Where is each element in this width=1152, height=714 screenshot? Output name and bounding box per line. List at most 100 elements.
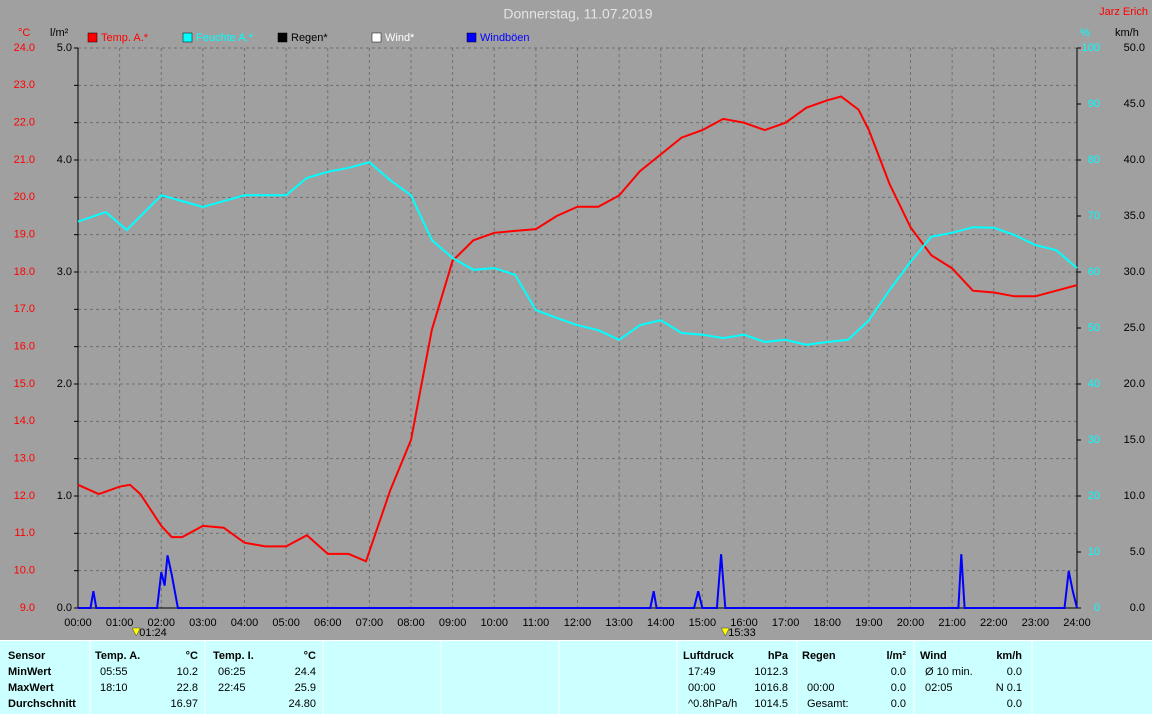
y-tick-label: 14.0 xyxy=(14,415,35,427)
table-header: Wind xyxy=(920,650,947,662)
legend-label: Feuchte A.* xyxy=(196,32,254,44)
x-tick-label: 16:00 xyxy=(730,617,758,629)
unit-rain: l/m² xyxy=(50,27,69,39)
annotation-label: 15:33 xyxy=(728,627,756,639)
x-tick-label: 23:00 xyxy=(1022,617,1050,629)
table-cell: 02:05 xyxy=(925,682,953,694)
y-tick-label: 20 xyxy=(1088,490,1100,502)
table-cell: 00:00 xyxy=(807,682,835,694)
x-tick-label: 11:00 xyxy=(523,617,550,629)
y-tick-label: 15.0 xyxy=(1124,434,1145,446)
table-cell: 18:10 xyxy=(100,682,128,694)
y-tick-label: 30.0 xyxy=(1124,266,1145,278)
table-cell: 1016.8 xyxy=(754,682,788,694)
table-cell: 0.0 xyxy=(891,682,906,694)
x-tick-label: 06:00 xyxy=(314,617,342,629)
legend-swatch xyxy=(466,32,477,43)
y-tick-label: 10 xyxy=(1088,546,1100,558)
annotation-marker xyxy=(720,627,730,637)
y-tick-label: 2.0 xyxy=(57,378,72,390)
y-tick-label: 50.0 xyxy=(1124,42,1145,54)
y-tick-label: 20.0 xyxy=(14,191,35,203)
y-tick-label: 90 xyxy=(1088,98,1100,110)
table-cell: 24.80 xyxy=(288,698,316,710)
table-header: l/m² xyxy=(886,650,906,662)
table-cell: Ø 10 min. xyxy=(925,666,973,678)
y-tick-label: 15.0 xyxy=(14,378,35,390)
y-tick-label: 5.0 xyxy=(1130,546,1145,558)
y-tick-label: 35.0 xyxy=(1124,210,1145,222)
row-label: Durchschnitt xyxy=(8,698,76,710)
y-tick-label: 9.0 xyxy=(20,602,35,614)
x-tick-label: 17:00 xyxy=(772,617,800,629)
table-cell: 17:49 xyxy=(688,666,716,678)
y-tick-label: 21.0 xyxy=(14,154,35,166)
legend-swatch xyxy=(182,32,193,43)
y-tick-label: 40 xyxy=(1088,378,1100,390)
legend-label: Windböen xyxy=(480,32,530,44)
x-tick-label: 21:00 xyxy=(938,617,966,629)
x-tick-label: 24:00 xyxy=(1063,617,1091,629)
table-cell: 10.2 xyxy=(177,666,198,678)
x-tick-label: 14:00 xyxy=(647,617,675,629)
y-tick-label: 11.0 xyxy=(14,527,35,539)
y-tick-label: 10.0 xyxy=(14,565,35,577)
y-tick-label: 80 xyxy=(1088,154,1100,166)
table-cell: 00:00 xyxy=(688,682,716,694)
x-tick-label: 20:00 xyxy=(897,617,925,629)
table-cell: Gesamt: xyxy=(807,698,849,710)
legend-swatch xyxy=(277,32,288,43)
legend-swatch xyxy=(371,32,382,43)
y-tick-label: 24.0 xyxy=(14,42,35,54)
y-tick-label: 25.0 xyxy=(1124,322,1145,334)
y-tick-label: 10.0 xyxy=(1124,490,1145,502)
table-header: Luftdruck xyxy=(683,650,735,662)
y-tick-label: 22.0 xyxy=(14,117,35,129)
x-tick-label: 07:00 xyxy=(356,617,384,629)
row-label: MinWert xyxy=(8,666,52,678)
x-tick-label: 08:00 xyxy=(397,617,425,629)
table-header: hPa xyxy=(768,650,789,662)
y-tick-label: 60 xyxy=(1088,266,1100,278)
y-tick-label: 100 xyxy=(1082,42,1100,54)
x-tick-label: 15:00 xyxy=(689,617,717,629)
y-tick-label: 0.0 xyxy=(57,602,72,614)
author: Jarz Erich xyxy=(1099,6,1148,18)
y-tick-label: 40.0 xyxy=(1124,154,1145,166)
table-header: Temp. I. xyxy=(213,650,254,662)
row-label: MaxWert xyxy=(8,682,54,694)
annotation-marker xyxy=(131,627,141,637)
table-cell: 0.0 xyxy=(1007,666,1022,678)
x-tick-label: 00:00 xyxy=(64,617,92,629)
x-tick-label: 01:00 xyxy=(106,617,134,629)
y-tick-label: 16.0 xyxy=(14,341,35,353)
y-tick-label: 50 xyxy=(1088,322,1100,334)
x-tick-label: 09:00 xyxy=(439,617,467,629)
x-tick-label: 10:00 xyxy=(480,617,508,629)
table-cell: 0.0 xyxy=(891,698,906,710)
series-line xyxy=(77,161,1078,346)
y-tick-label: 12.0 xyxy=(14,490,35,502)
table-cell: 25.9 xyxy=(295,682,316,694)
y-tick-label: 70 xyxy=(1088,210,1100,222)
legend-label: Wind* xyxy=(385,32,415,44)
table-header: °C xyxy=(304,650,316,662)
unit-temp: °C xyxy=(18,27,30,39)
x-tick-label: 04:00 xyxy=(231,617,259,629)
table-cell: 22:45 xyxy=(218,682,246,694)
y-tick-label: 4.0 xyxy=(57,154,72,166)
x-tick-label: 13:00 xyxy=(605,617,633,629)
annotation-label: 01:24 xyxy=(139,627,167,639)
table-cell: 05:55 xyxy=(100,666,128,678)
legend-label: Regen* xyxy=(291,32,328,44)
series-line xyxy=(78,554,1078,609)
table-cell: ^0.8hPa/h xyxy=(688,698,737,710)
table-cell: 22.8 xyxy=(177,682,198,694)
y-tick-label: 45.0 xyxy=(1124,98,1145,110)
x-tick-label: 12:00 xyxy=(564,617,592,629)
x-tick-label: 02:00 xyxy=(147,617,175,629)
unit-humidity: % xyxy=(1080,27,1090,39)
y-tick-label: 17.0 xyxy=(14,303,35,315)
